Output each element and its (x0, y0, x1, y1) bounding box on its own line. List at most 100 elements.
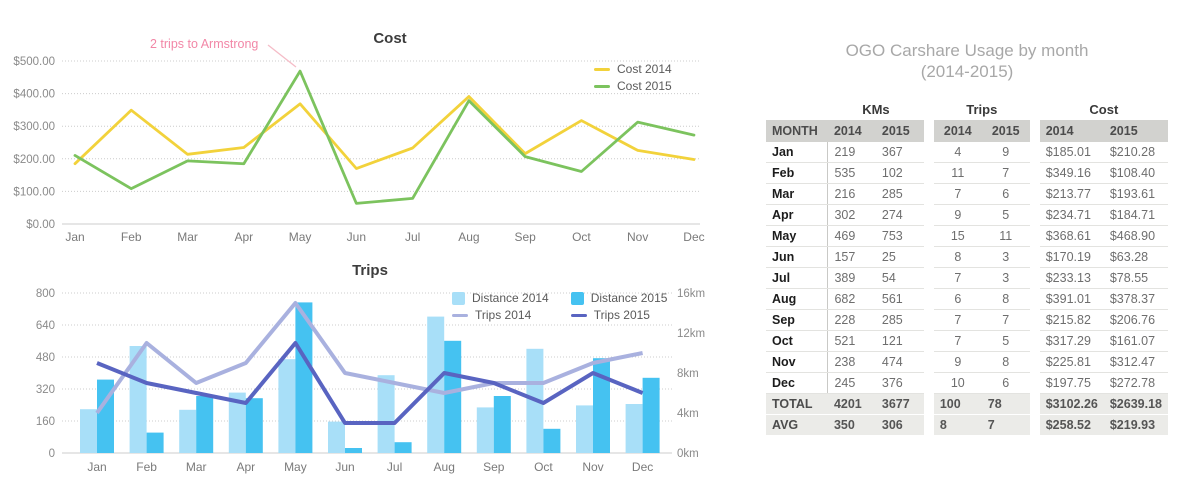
table-cell-cost[interactable]: $219.93 (1103, 414, 1168, 436)
table-cell-kms[interactable]: 367 (875, 142, 924, 163)
header-trips-2014[interactable]: 2014 (933, 120, 982, 142)
month-cell[interactable]: Oct (766, 330, 829, 352)
table-cell-kms[interactable]: 561 (875, 288, 924, 310)
table-cell-trips[interactable]: 7 (981, 309, 1030, 331)
table-cell-kms[interactable]: 753 (875, 225, 924, 247)
table-cell-trips[interactable]: 9 (933, 351, 982, 373)
table-cell-cost[interactable]: $197.75 (1039, 372, 1104, 394)
table-cell-trips[interactable]: 78 (981, 393, 1030, 415)
table-cell-cost[interactable]: $185.01 (1039, 142, 1104, 163)
table-cell-kms[interactable]: 474 (875, 351, 924, 373)
table-cell-kms[interactable]: 216 (827, 183, 876, 205)
trips-chart[interactable]: 0 160 320 480 640 800 0km 4km 8km 12km 16km Jan Feb M… (0, 250, 740, 491)
table-cell-cost[interactable]: $3102.26 (1039, 393, 1104, 415)
table-cell-cost[interactable]: $215.82 (1039, 309, 1104, 331)
table-cell-kms[interactable]: 3677 (875, 393, 924, 415)
month-cell[interactable]: Jun (766, 246, 829, 268)
table-cell-cost[interactable]: $161.07 (1103, 330, 1168, 352)
table-cell-cost[interactable]: $170.19 (1039, 246, 1104, 268)
month-cell[interactable]: Aug (766, 288, 829, 310)
month-cell[interactable]: Feb (766, 162, 829, 184)
header-month[interactable]: MONTH (766, 120, 828, 142)
month-cell[interactable]: Jan (766, 142, 829, 163)
table-cell-cost[interactable]: $63.28 (1103, 246, 1168, 268)
month-cell[interactable]: AVG (766, 414, 828, 436)
table-cell-trips[interactable]: 15 (933, 225, 982, 247)
table-cell-kms[interactable]: 682 (827, 288, 876, 310)
table-cell-kms[interactable]: 54 (875, 267, 924, 289)
table-cell-trips[interactable]: 4 (933, 142, 982, 163)
month-cell[interactable]: Nov (766, 351, 829, 373)
cost-chart[interactable]: $0.00 $100.00 $200.00 $300.00 $400.00 $500.00… (0, 0, 740, 250)
table-cell-trips[interactable]: 7 (933, 330, 982, 352)
table-cell-kms[interactable]: 121 (875, 330, 924, 352)
table-cell-kms[interactable]: 521 (827, 330, 876, 352)
table-cell-trips[interactable]: 6 (933, 288, 982, 310)
table-cell-cost[interactable]: $78.55 (1103, 267, 1168, 289)
table-cell-trips[interactable]: 9 (981, 142, 1030, 163)
table-cell-cost[interactable]: $378.37 (1103, 288, 1168, 310)
table-cell-cost[interactable]: $272.78 (1103, 372, 1168, 394)
table-cell-trips[interactable]: 9 (933, 204, 982, 226)
table-cell-cost[interactable]: $368.61 (1039, 225, 1104, 247)
table-cell-trips[interactable]: 8 (981, 351, 1030, 373)
table-cell-kms[interactable]: 238 (827, 351, 876, 373)
table-cell-kms[interactable]: 219 (827, 142, 876, 163)
table-cell-cost[interactable]: $258.52 (1039, 414, 1104, 436)
table-cell-cost[interactable]: $213.77 (1039, 183, 1104, 205)
table-cell-trips[interactable]: 11 (933, 162, 982, 184)
table-cell-kms[interactable]: 376 (875, 372, 924, 394)
table-cell-trips[interactable]: 7 (981, 162, 1030, 184)
table-cell-kms[interactable]: 469 (827, 225, 876, 247)
table-cell-cost[interactable]: $468.90 (1103, 225, 1168, 247)
table-cell-kms[interactable]: 228 (827, 309, 876, 331)
table-cell-trips[interactable]: 8 (933, 414, 982, 436)
table-cell-trips[interactable]: 11 (981, 225, 1030, 247)
header-trips-2015[interactable]: 2015 (981, 120, 1030, 142)
table-cell-trips[interactable]: 7 (933, 267, 982, 289)
table-cell-trips[interactable]: 6 (981, 372, 1030, 394)
table-cell-trips[interactable]: 8 (981, 288, 1030, 310)
header-kms-2015[interactable]: 2015 (875, 120, 924, 142)
month-cell[interactable]: Dec (766, 372, 829, 394)
table-cell-cost[interactable]: $234.71 (1039, 204, 1104, 226)
table-cell-kms[interactable]: 4201 (827, 393, 876, 415)
table-cell-kms[interactable]: 102 (875, 162, 924, 184)
header-cost-2015[interactable]: 2015 (1103, 120, 1168, 142)
table-cell-kms[interactable]: 285 (875, 309, 924, 331)
table-cell-cost[interactable]: $206.76 (1103, 309, 1168, 331)
table-cell-trips[interactable]: 3 (981, 246, 1030, 268)
table-cell-cost[interactable]: $349.16 (1039, 162, 1104, 184)
table-cell-kms[interactable]: 389 (827, 267, 876, 289)
header-cost-2014[interactable]: 2014 (1039, 120, 1104, 142)
table-cell-cost[interactable]: $225.81 (1039, 351, 1104, 373)
month-cell[interactable]: Mar (766, 183, 829, 205)
table-cell-cost[interactable]: $312.47 (1103, 351, 1168, 373)
table-cell-cost[interactable]: $2639.18 (1103, 393, 1168, 415)
table-cell-trips[interactable]: 100 (933, 393, 982, 415)
table-cell-kms[interactable]: 285 (875, 183, 924, 205)
table-cell-cost[interactable]: $210.28 (1103, 142, 1168, 163)
table-cell-trips[interactable]: 7 (981, 414, 1030, 436)
table-cell-kms[interactable]: 306 (875, 414, 924, 436)
table-cell-trips[interactable]: 7 (933, 183, 982, 205)
table-cell-kms[interactable]: 274 (875, 204, 924, 226)
table-cell-trips[interactable]: 8 (933, 246, 982, 268)
table-cell-kms[interactable]: 350 (827, 414, 876, 436)
table-cell-kms[interactable]: 535 (827, 162, 876, 184)
table-cell-trips[interactable]: 10 (933, 372, 982, 394)
month-cell[interactable]: Jul (766, 267, 829, 289)
month-cell[interactable]: Sep (766, 309, 829, 331)
table-cell-cost[interactable]: $184.71 (1103, 204, 1168, 226)
table-cell-cost[interactable]: $391.01 (1039, 288, 1104, 310)
table-cell-trips[interactable]: 7 (933, 309, 982, 331)
table-cell-kms[interactable]: 157 (827, 246, 876, 268)
table-cell-kms[interactable]: 245 (827, 372, 876, 394)
table-cell-kms[interactable]: 302 (827, 204, 876, 226)
month-cell[interactable]: May (766, 225, 829, 247)
table-cell-cost[interactable]: $233.13 (1039, 267, 1104, 289)
table-cell-trips[interactable]: 5 (981, 204, 1030, 226)
month-cell[interactable]: TOTAL (766, 393, 828, 415)
table-cell-trips[interactable]: 3 (981, 267, 1030, 289)
table-cell-trips[interactable]: 6 (981, 183, 1030, 205)
